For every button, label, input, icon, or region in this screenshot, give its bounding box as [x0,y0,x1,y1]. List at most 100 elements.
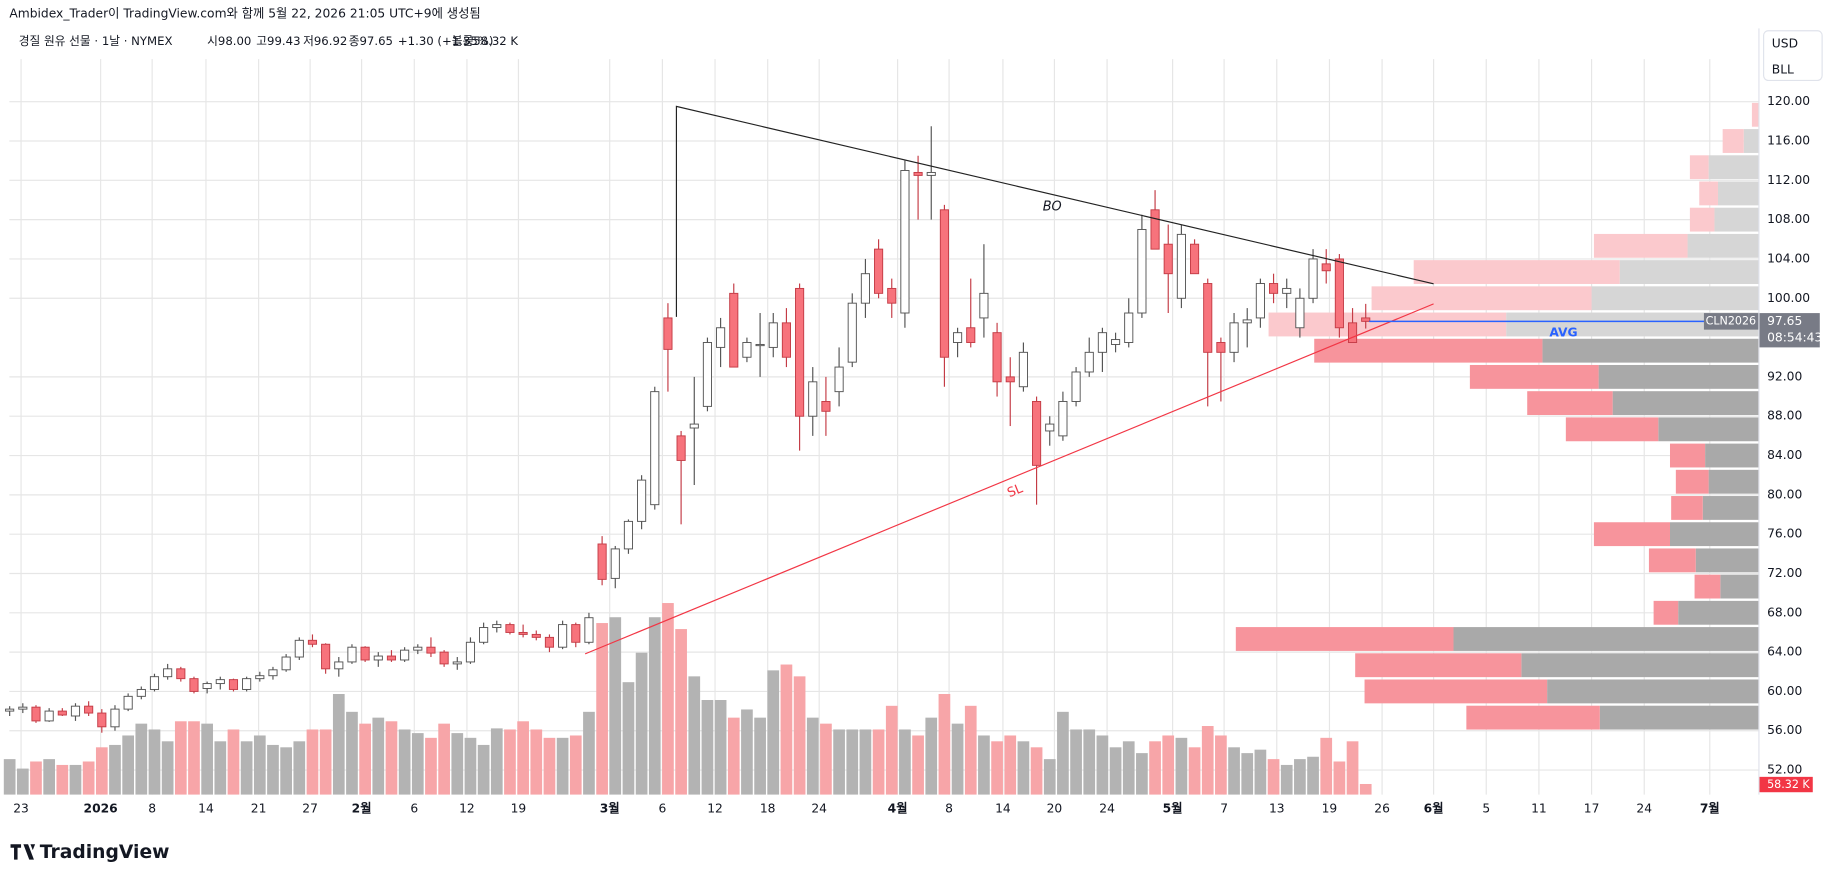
profile-down [1671,496,1703,520]
profile-down [1751,102,1759,127]
x-tick-label: 24 [1099,801,1115,815]
volume-bar [425,737,437,795]
profile-down [1314,338,1543,363]
volume-bar [398,729,411,795]
volume-bar [109,744,121,795]
volume-bar [675,629,687,795]
volume-bar [872,729,885,795]
candle-body [57,710,67,716]
x-tick-label: 6 [410,801,418,815]
profile-up [1714,207,1759,232]
volume-bar [596,623,608,795]
volume-bar [833,729,845,795]
volume-bar [188,721,200,795]
countdown: 08:54:43 [1767,330,1822,344]
volume-bar [1307,756,1319,795]
volume-bar [701,700,714,795]
candle-body [347,646,357,663]
candle-body [294,639,304,658]
candle-body [1216,342,1226,353]
candle-body [492,624,502,629]
candle-body [426,646,436,654]
y-tick-label: 100.00 [1767,291,1810,305]
x-tick-label: 17 [1584,801,1600,815]
y-tick-label: 52.00 [1767,763,1802,777]
volume-bar [938,693,951,795]
candle-body [242,678,252,690]
volume-bar [754,717,766,795]
candle-body [1361,317,1371,322]
candle-body [465,641,476,663]
volume-bar [490,728,503,795]
x-tick-label: 18 [760,801,776,815]
volume-bar [332,693,345,795]
price-tag: 97.65 [1767,314,1802,328]
candle-body [163,668,173,678]
volume-bar [622,682,635,795]
candle-body [1321,263,1331,272]
candle-body [913,171,923,176]
candle-body [123,695,133,710]
y-tick-label: 80.00 [1767,487,1802,501]
volume-bar [267,744,279,795]
profile-down [1413,260,1620,284]
candle-body [1097,332,1107,353]
x-tick-label: 6월 [1424,800,1444,815]
profile-up [1599,705,1759,730]
profile-up [1695,548,1759,573]
candle-body [31,706,41,722]
candle-body [1032,400,1042,466]
unit-box[interactable] [1763,30,1823,81]
candle-body [1255,283,1265,319]
sl-label: SL [1005,481,1026,501]
candle-body [386,655,397,661]
profile-up [1708,469,1759,494]
x-tick-label: 14 [198,801,214,815]
x-tick-label: 4월 [888,800,908,815]
candle-body [900,170,910,314]
volume-bar [964,705,977,795]
profile-up [1598,364,1759,389]
volume-profile [1235,102,1759,730]
profile-up [1669,522,1759,547]
volume-tag: 58.32 K [1767,778,1810,791]
volume-bar [253,735,266,795]
volume-bar [161,741,174,795]
y-tick-label: 108.00 [1767,212,1810,226]
volume-bar [859,729,872,795]
volume-bar [240,741,253,795]
close: 종97.65 [349,34,393,48]
profile-down [1565,417,1659,442]
volume-bar [1175,737,1188,795]
volume-bar [1188,747,1201,795]
candle-body [439,651,449,665]
y-tick-label: 72.00 [1767,566,1802,580]
x-tick-label: 3월 [600,800,620,815]
candle-body [373,655,383,661]
profile-down [1653,600,1679,625]
x-tick-label: 19 [1322,801,1338,815]
profile-down [1235,627,1454,651]
x-tick-label: 7월 [1700,800,1720,815]
profile-down [1675,469,1709,494]
candle-body [1150,209,1160,250]
candle-body [531,633,541,638]
candle-body [149,676,160,690]
profile-up [1619,260,1759,284]
volume-bar [741,709,753,795]
profile-up [1678,600,1759,625]
candle-body [1058,400,1068,437]
candle-body [597,543,607,580]
volume-bar [1122,741,1135,795]
candle-body [1189,243,1200,275]
trendline-sl [584,303,1434,655]
profile-down [1689,155,1709,180]
volume-bar [43,759,56,795]
y-tick-label: 88.00 [1767,409,1802,423]
volume-bar [912,735,924,795]
volume-bar [227,729,240,795]
volume-bar [1333,761,1346,795]
profile-up [1612,391,1759,416]
volume-bar [214,741,227,795]
profile-down [1268,312,1507,337]
